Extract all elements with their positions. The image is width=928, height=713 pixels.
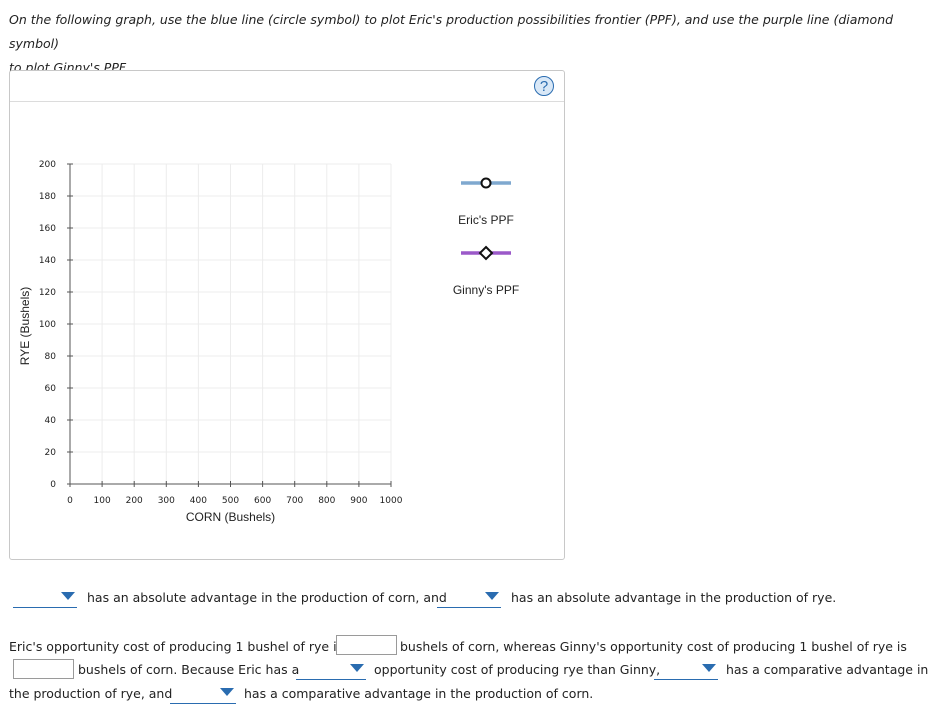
y-tick-label: 40 [45, 416, 57, 426]
chevron-down-icon [702, 664, 716, 672]
y-axis-label: RYE (Bushels) [18, 287, 32, 365]
instructions-line-1: On the following graph, use the blue lin… [9, 12, 894, 51]
x-tick-label: 300 [158, 496, 175, 506]
x-tick-label: 1000 [380, 496, 403, 506]
lower-higher-dropdown[interactable] [296, 658, 366, 680]
y-tick-label: 120 [39, 288, 56, 298]
x-tick-label: 800 [318, 496, 335, 506]
x-tick-label: 700 [286, 496, 303, 506]
y-tick-label: 80 [45, 352, 57, 362]
y-tick-label: 0 [50, 480, 56, 490]
x-tick-label: 500 [222, 496, 239, 506]
chevron-down-icon [61, 592, 75, 600]
x-tick-label: 900 [350, 496, 367, 506]
absolute-advantage-rye-dropdown[interactable] [437, 586, 501, 608]
absolute-advantage-corn-dropdown[interactable] [13, 586, 77, 608]
q2-text-part7: has a comparative advantage in the produ… [244, 686, 594, 701]
comparative-advantage-corn-dropdown[interactable] [170, 682, 236, 704]
x-tick-label: 100 [94, 496, 111, 506]
y-tick-label: 160 [39, 224, 56, 234]
ppf-chart[interactable]: 0 100 200 300 400 500 600 700 800 900 1000 0 20 40 60 8… [10, 71, 566, 561]
question-mark-icon[interactable]: ? [534, 76, 554, 96]
x-tick-label: 0 [67, 496, 73, 506]
eric-opportunity-cost-input[interactable] [336, 635, 397, 655]
q1-text-rye: has an absolute advantage in the product… [511, 590, 837, 605]
graph-panel-header: ? [10, 71, 564, 102]
x-tick-label: 400 [190, 496, 207, 506]
comparative-advantage-rye-dropdown[interactable] [654, 658, 718, 680]
q2-text-part4: opportunity cost of producing rye than G… [374, 662, 661, 677]
q2-text-part6: the production of rye, and [9, 686, 173, 701]
q2-text-part5: has a comparative advantage in [726, 662, 928, 677]
legend-label-ginny: Ginny's PPF [452, 283, 520, 297]
circle-marker-icon [480, 177, 492, 189]
x-tick-label: 200 [126, 496, 143, 506]
x-tick-label: 600 [254, 496, 271, 506]
diamond-marker-icon [478, 245, 494, 261]
y-tick-label: 140 [39, 256, 56, 266]
legend-label-eric: Eric's PPF [458, 213, 514, 227]
y-tick-label: 180 [39, 192, 56, 202]
y-tick-label: 100 [39, 320, 56, 330]
q2-text-part3: bushels of corn. Because Eric has a [78, 662, 300, 677]
chevron-down-icon [485, 592, 499, 600]
x-axis-label: CORN (Bushels) [186, 510, 275, 524]
q2-text-part2: bushels of corn, whereas Ginny's opportu… [400, 639, 907, 654]
chevron-down-icon [350, 664, 364, 672]
q1-text-corn: has an absolute advantage in the product… [87, 590, 447, 605]
q2-text-part1: Eric's opportunity cost of producing 1 b… [9, 639, 344, 654]
y-tick-label: 20 [45, 448, 57, 458]
ginny-opportunity-cost-input[interactable] [13, 659, 74, 679]
y-tick-label: 60 [45, 384, 57, 394]
graph-panel: ? 0 100 200 300 400 500 600 700 800 900 1000 0 20 40 6… [9, 70, 565, 560]
chevron-down-icon [220, 688, 234, 696]
y-tick-label: 200 [39, 160, 56, 170]
